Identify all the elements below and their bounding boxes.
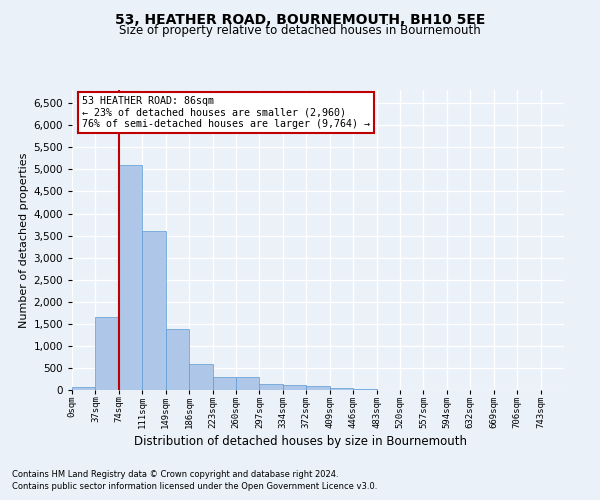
Text: Size of property relative to detached houses in Bournemouth: Size of property relative to detached ho… (119, 24, 481, 37)
Y-axis label: Number of detached properties: Number of detached properties (19, 152, 29, 328)
Text: Contains public sector information licensed under the Open Government Licence v3: Contains public sector information licen… (12, 482, 377, 491)
Text: 53, HEATHER ROAD, BOURNEMOUTH, BH10 5EE: 53, HEATHER ROAD, BOURNEMOUTH, BH10 5EE (115, 12, 485, 26)
Bar (236, 377, 259, 390)
Bar (283, 385, 306, 390)
Bar (95, 317, 119, 390)
Bar (353, 388, 377, 390)
Bar (119, 165, 142, 390)
Bar (259, 384, 283, 390)
Text: Distribution of detached houses by size in Bournemouth: Distribution of detached houses by size … (133, 435, 467, 448)
Text: Contains HM Land Registry data © Crown copyright and database right 2024.: Contains HM Land Registry data © Crown c… (12, 470, 338, 479)
Bar (212, 377, 236, 390)
Bar (330, 388, 353, 390)
Text: 53 HEATHER ROAD: 86sqm
← 23% of detached houses are smaller (2,960)
76% of semi-: 53 HEATHER ROAD: 86sqm ← 23% of detached… (82, 96, 370, 129)
Bar (306, 386, 330, 390)
Bar (189, 364, 212, 390)
Bar (142, 231, 166, 390)
Bar (72, 387, 95, 390)
Bar (166, 328, 189, 390)
